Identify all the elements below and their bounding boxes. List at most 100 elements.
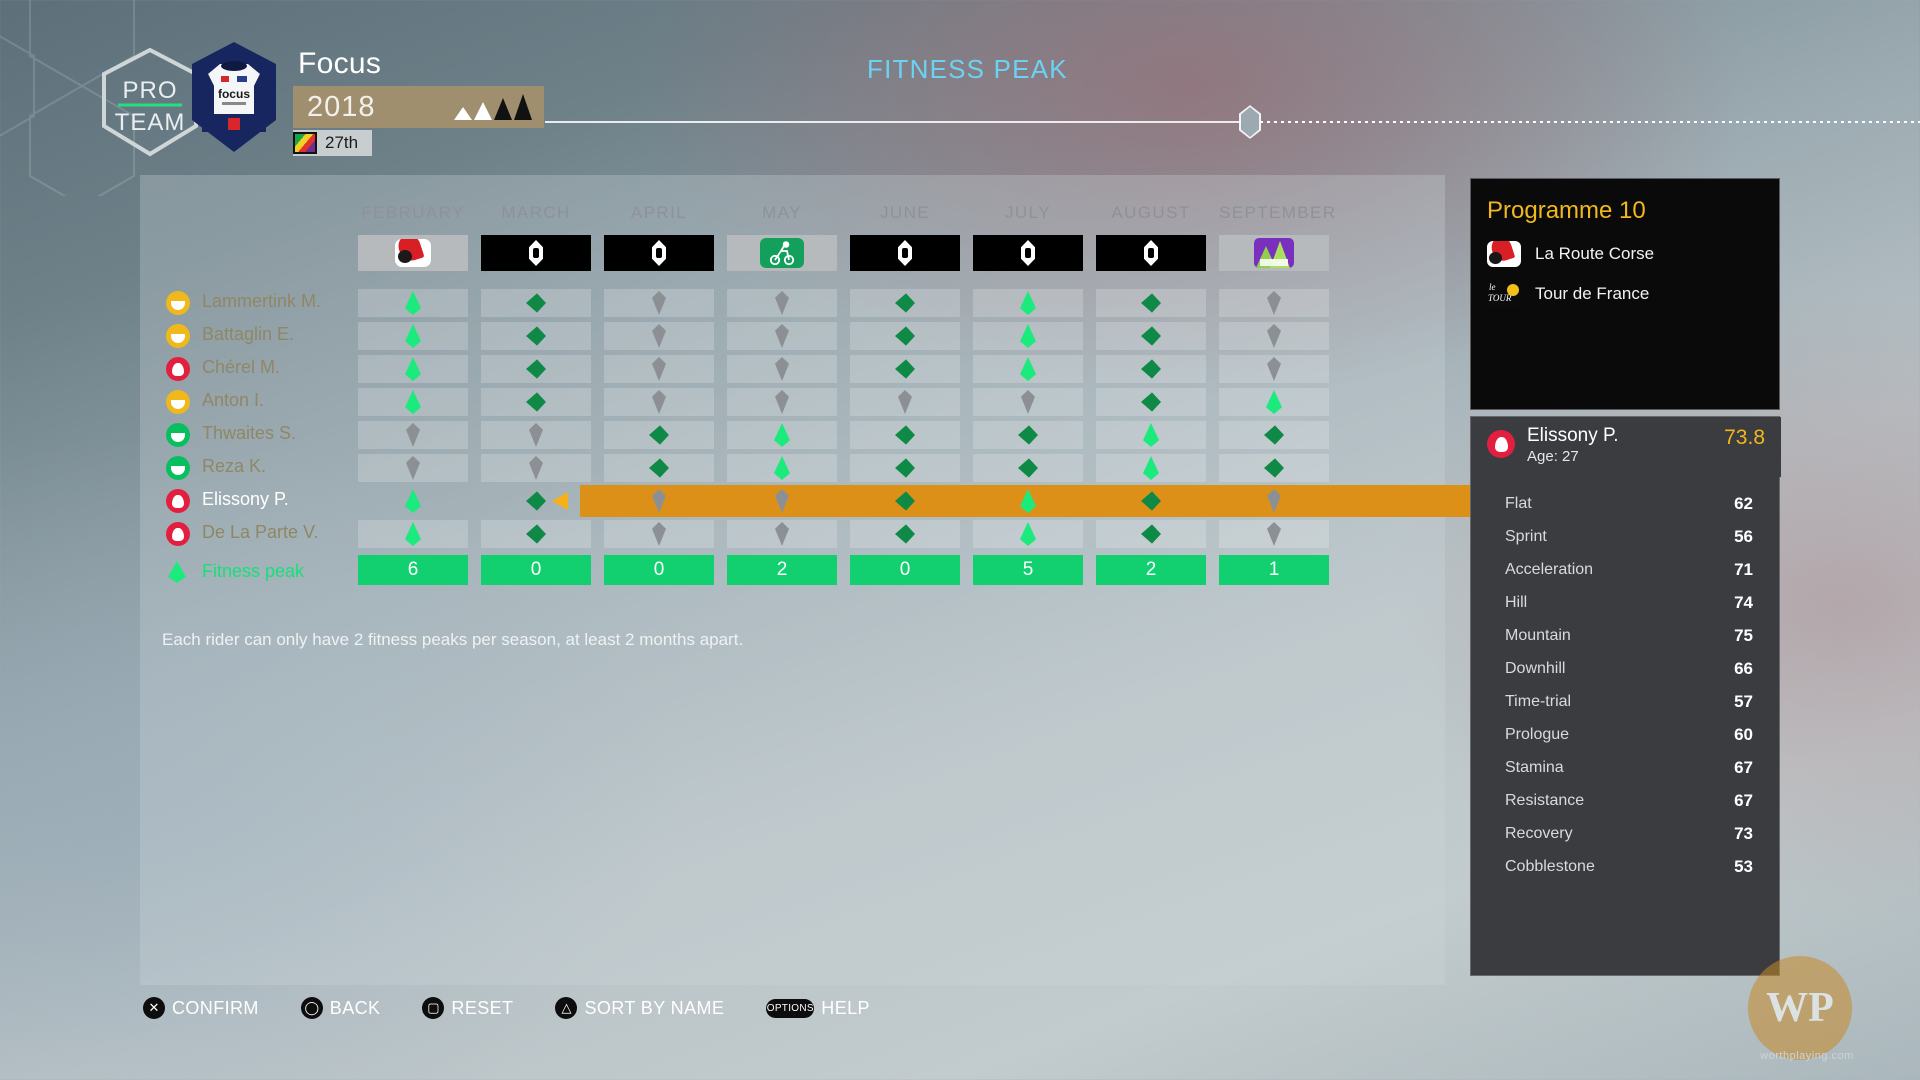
form-cell[interactable] [358,520,468,548]
form-cell[interactable] [727,322,837,350]
form-cell[interactable] [604,322,714,350]
form-cell[interactable] [727,355,837,383]
race-cell-march[interactable] [481,235,591,271]
form-cell[interactable] [358,454,468,482]
race-cell-july[interactable] [973,235,1083,271]
race-cell-june[interactable] [850,235,960,271]
form-cell[interactable] [1219,520,1329,548]
form-decline-icon [775,489,789,513]
form-cell[interactable] [358,289,468,317]
programme-race-item[interactable]: le TOUR Tour de France [1487,281,1649,307]
form-cell[interactable] [1219,322,1329,350]
season-year-selector[interactable]: 2018 [293,86,544,128]
rider-row[interactable]: De La Parte V. [140,518,1445,550]
form-cell[interactable] [850,388,960,416]
form-cell[interactable] [1096,487,1206,515]
race-cell-april[interactable] [604,235,714,271]
button-prompt-reset[interactable]: ▢ RESET [422,997,513,1019]
selection-arrow-left-icon[interactable] [552,492,568,510]
form-cell[interactable] [973,454,1083,482]
rider-stat-row: Mountain 75 [1471,621,1781,654]
form-cell[interactable] [481,322,591,350]
button-prompt-back[interactable]: ◯ BACK [300,997,381,1019]
form-decline-icon [775,357,789,381]
form-cell[interactable] [727,487,837,515]
form-cell[interactable] [973,322,1083,350]
form-cell[interactable] [604,289,714,317]
race-cell-september[interactable] [1219,235,1329,271]
form-cell[interactable] [1096,421,1206,449]
form-cell[interactable] [1096,322,1206,350]
form-cell[interactable] [604,454,714,482]
mountain-white-large-icon [474,102,492,120]
form-cell[interactable] [481,289,591,317]
form-cell[interactable] [604,421,714,449]
form-cell[interactable] [358,421,468,449]
form-cell[interactable] [604,355,714,383]
form-cell[interactable] [1219,289,1329,317]
form-cell[interactable] [1219,388,1329,416]
form-cell[interactable] [1219,421,1329,449]
form-cell[interactable] [973,520,1083,548]
form-cell[interactable] [481,388,591,416]
form-cell[interactable] [727,421,837,449]
form-cell[interactable] [973,289,1083,317]
form-cell[interactable] [1096,289,1206,317]
form-peak-icon [774,423,790,447]
rider-row[interactable]: Reza K. [140,452,1445,484]
stat-value: 73 [1734,824,1753,843]
form-cell[interactable] [358,355,468,383]
button-prompt-confirm[interactable]: ✕ CONFIRM [143,997,259,1019]
rider-row[interactable]: Anton I. [140,386,1445,418]
form-cell[interactable] [1096,454,1206,482]
form-cell[interactable] [358,487,468,515]
form-cell[interactable] [973,487,1083,515]
race-cell-august[interactable] [1096,235,1206,271]
form-cell[interactable] [481,487,591,515]
form-cell[interactable] [850,487,960,515]
rider-row[interactable]: Thwaites S. [140,419,1445,451]
rider-row[interactable]: Elissony P. [140,485,1565,517]
rider-row[interactable]: Lammertink M. [140,287,1445,319]
form-peak-icon [1020,522,1036,546]
form-cell[interactable] [481,454,591,482]
form-cell[interactable] [1096,388,1206,416]
form-cell[interactable] [1219,355,1329,383]
button-prompt-sort-by-name[interactable]: △ SORT BY NAME [555,997,724,1019]
form-cell[interactable] [727,520,837,548]
form-cell[interactable] [850,454,960,482]
form-cell[interactable] [604,388,714,416]
form-cell[interactable] [604,487,714,515]
form-cell[interactable] [727,289,837,317]
form-cell[interactable] [973,388,1083,416]
form-cell[interactable] [358,388,468,416]
rider-stat-row: Stamina 67 [1471,753,1781,786]
race-cell-february[interactable] [358,235,468,271]
race-cell-may[interactable] [727,235,837,271]
form-cell[interactable] [1096,520,1206,548]
form-cell[interactable] [850,322,960,350]
form-cell[interactable] [727,454,837,482]
form-cell[interactable] [850,421,960,449]
form-cell[interactable] [481,421,591,449]
form-cell[interactable] [727,388,837,416]
programme-race-item[interactable]: La Route Corse [1487,241,1654,267]
form-cell[interactable] [973,355,1083,383]
form-cell[interactable] [1219,487,1329,515]
form-stable-icon [526,524,546,544]
form-cell[interactable] [604,520,714,548]
form-cell[interactable] [1096,355,1206,383]
form-cell[interactable] [850,355,960,383]
button-prompt-help[interactable]: OPTIONS HELP [766,998,870,1019]
rider-row[interactable]: Battaglin E. [140,320,1445,352]
form-cell[interactable] [850,520,960,548]
form-cell[interactable] [358,322,468,350]
form-cell[interactable] [481,355,591,383]
form-cell[interactable] [481,520,591,548]
timeline-current-node[interactable] [1239,105,1261,139]
form-cell[interactable] [850,289,960,317]
form-cell[interactable] [1219,454,1329,482]
season-timeline[interactable] [295,105,1920,139]
rider-row[interactable]: Chérel M. [140,353,1445,385]
form-cell[interactable] [973,421,1083,449]
